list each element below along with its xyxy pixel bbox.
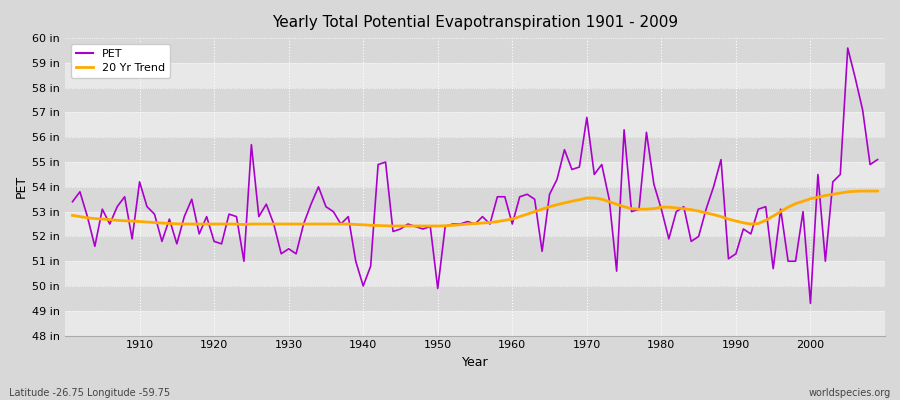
20 Yr Trend [336, 222, 346, 226]
Bar [65, 63, 885, 88]
PET [291, 251, 302, 256]
Bar [65, 38, 885, 63]
PET [842, 46, 853, 50]
Legend: PET, 20 Yr Trend: PET, 20 Yr Trend [70, 44, 170, 78]
PET [68, 199, 78, 204]
PET [597, 162, 608, 167]
Bar [65, 162, 885, 187]
Bar [65, 212, 885, 236]
PET [127, 236, 138, 241]
20 Yr Trend [388, 224, 399, 228]
PET [500, 194, 510, 199]
20 Yr Trend [857, 189, 868, 194]
PET [806, 301, 816, 306]
PET [872, 157, 883, 162]
Bar [65, 236, 885, 261]
Text: Latitude -26.75 Longitude -59.75: Latitude -26.75 Longitude -59.75 [9, 388, 170, 398]
20 Yr Trend [507, 217, 517, 222]
20 Yr Trend [872, 189, 883, 194]
Bar [65, 137, 885, 162]
Bar [65, 311, 885, 336]
Bar [65, 112, 885, 137]
Line: 20 Yr Trend: 20 Yr Trend [73, 191, 878, 226]
Line: PET: PET [73, 48, 878, 303]
Title: Yearly Total Potential Evapotranspiration 1901 - 2009: Yearly Total Potential Evapotranspiratio… [272, 15, 678, 30]
Text: worldspecies.org: worldspecies.org [809, 388, 891, 398]
X-axis label: Year: Year [462, 356, 489, 369]
20 Yr Trend [127, 219, 138, 224]
20 Yr Trend [68, 213, 78, 218]
Bar [65, 88, 885, 112]
Y-axis label: PET: PET [15, 175, 28, 198]
PET [507, 222, 517, 226]
20 Yr Trend [604, 199, 615, 204]
Bar [65, 187, 885, 212]
Bar [65, 286, 885, 311]
PET [336, 222, 346, 226]
Bar [65, 261, 885, 286]
20 Yr Trend [514, 214, 525, 219]
20 Yr Trend [291, 222, 302, 226]
